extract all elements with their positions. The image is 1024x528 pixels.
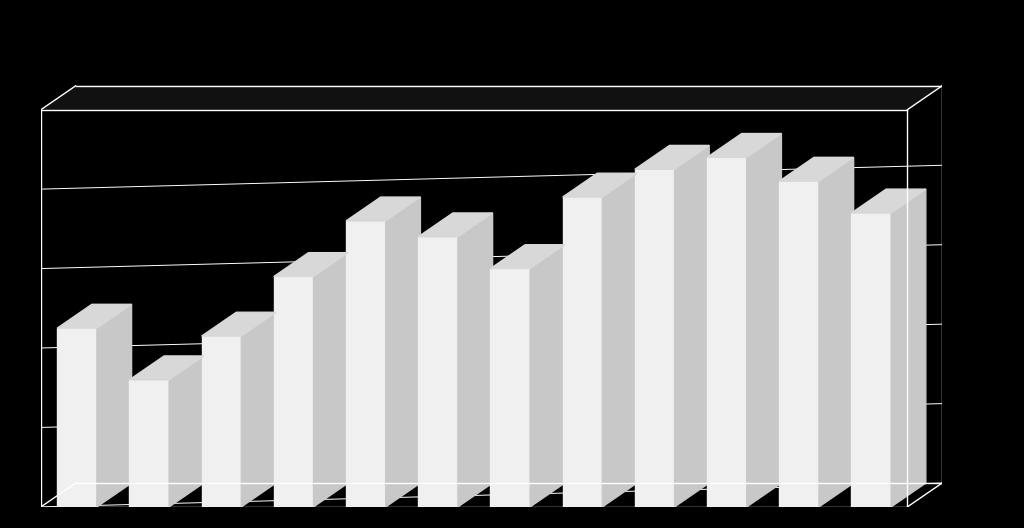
Polygon shape — [707, 134, 781, 157]
Polygon shape — [635, 145, 710, 169]
Polygon shape — [891, 189, 926, 507]
Polygon shape — [346, 197, 421, 221]
Polygon shape — [490, 269, 530, 507]
Polygon shape — [562, 173, 637, 197]
Polygon shape — [490, 244, 565, 269]
Polygon shape — [458, 213, 493, 507]
Polygon shape — [202, 336, 242, 507]
Polygon shape — [202, 312, 276, 336]
Polygon shape — [852, 213, 891, 507]
Polygon shape — [273, 253, 348, 277]
Polygon shape — [675, 145, 710, 507]
Polygon shape — [129, 380, 169, 507]
Polygon shape — [562, 197, 602, 507]
Polygon shape — [386, 197, 421, 507]
Polygon shape — [779, 181, 819, 507]
Polygon shape — [530, 244, 565, 507]
Polygon shape — [129, 356, 204, 380]
Polygon shape — [169, 356, 204, 507]
Polygon shape — [418, 213, 493, 237]
Polygon shape — [97, 304, 131, 507]
Polygon shape — [242, 312, 276, 507]
Polygon shape — [57, 328, 97, 507]
Polygon shape — [852, 189, 926, 213]
Polygon shape — [746, 134, 781, 507]
Polygon shape — [819, 157, 854, 507]
Polygon shape — [273, 277, 313, 507]
Polygon shape — [346, 221, 386, 507]
Polygon shape — [707, 157, 746, 507]
Polygon shape — [76, 86, 942, 483]
Polygon shape — [635, 169, 675, 507]
Polygon shape — [602, 173, 637, 507]
Polygon shape — [41, 86, 942, 110]
Polygon shape — [418, 237, 458, 507]
Polygon shape — [57, 304, 131, 328]
Polygon shape — [779, 157, 854, 181]
Polygon shape — [313, 253, 348, 507]
